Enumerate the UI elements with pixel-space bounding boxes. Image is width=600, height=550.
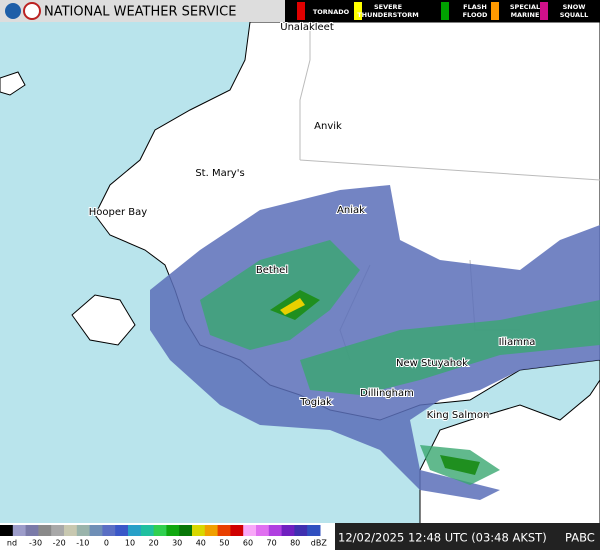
timestamp: 12/02/2025 12:48 UTC (03:48 AKST) <box>338 531 547 545</box>
nws-logo <box>23 2 41 20</box>
scale-swatch <box>307 525 321 536</box>
scale-swatch <box>64 525 78 536</box>
scale-label: -10 <box>76 539 89 548</box>
island <box>71 294 136 346</box>
warning-label: FLASH <box>463 3 487 11</box>
warning-label: SQUALL <box>560 11 589 19</box>
scale-swatch <box>217 525 231 536</box>
scale-swatch <box>268 525 283 536</box>
island <box>0 71 26 96</box>
scale-swatch <box>128 525 142 536</box>
scale-swatch <box>166 525 180 536</box>
scale-swatch <box>25 525 39 536</box>
scale-swatch <box>179 525 193 536</box>
scale-swatch <box>153 525 167 536</box>
warning-label: SEVERE <box>374 3 402 11</box>
scale-swatch <box>192 525 206 536</box>
radar-echo-intense <box>280 298 305 315</box>
scale-label: -30 <box>29 539 42 548</box>
warning-label: SNOW <box>563 3 586 11</box>
warning-swatch <box>297 2 305 20</box>
header-bar <box>0 0 285 22</box>
scale-label: 20 <box>149 539 159 548</box>
scale-label: 80 <box>290 539 300 548</box>
scale-label: 30 <box>172 539 182 548</box>
scale-label: 50 <box>219 539 229 548</box>
scale-swatch <box>281 525 295 536</box>
scale-label: 0 <box>104 539 109 548</box>
warning-swatch <box>354 2 362 20</box>
scale-label: nd <box>7 539 17 548</box>
place-label: Dillingham <box>360 388 414 399</box>
scale-swatch <box>102 525 116 536</box>
scale-swatch <box>0 525 14 536</box>
place-label: St. Mary's <box>195 168 244 179</box>
scale-swatch <box>243 525 257 536</box>
scale-swatch <box>89 525 103 536</box>
place-label: King Salmon <box>427 410 490 421</box>
scale-swatch <box>256 525 270 536</box>
scale-swatch <box>204 525 219 536</box>
warning-label: MARINE <box>511 11 540 19</box>
warning-label: THUNDERSTORM <box>357 11 419 19</box>
warning-label: SPECIAL <box>510 3 540 11</box>
scale-swatch <box>38 525 52 536</box>
place-label: Bethel <box>256 265 288 276</box>
place-label: New Stuyahok <box>396 358 468 369</box>
place-label: Iliamna <box>499 337 536 348</box>
scale-label: dBZ <box>311 539 328 548</box>
boundary <box>299 30 600 361</box>
station-id: PABC <box>565 531 595 545</box>
place-label: Togiak <box>299 397 332 408</box>
scale-label: 40 <box>196 539 206 548</box>
warning-label: TORNADO <box>313 8 350 16</box>
warning-swatch <box>491 2 499 20</box>
scale-swatch <box>76 525 91 536</box>
place-label: Anvik <box>314 121 342 132</box>
scale-swatch <box>230 525 244 536</box>
place-label: Unalakleet <box>280 22 334 33</box>
warning-swatch <box>540 2 548 20</box>
warning-swatch <box>441 2 449 20</box>
scale-swatch <box>51 525 65 536</box>
place-label: Hooper Bay <box>89 207 148 218</box>
scale-label: -20 <box>53 539 66 548</box>
timestamp-box <box>335 523 600 550</box>
scale-swatch <box>140 525 155 536</box>
scale-label: 10 <box>125 539 135 548</box>
scale-label: 60 <box>243 539 253 548</box>
scale-swatch <box>12 525 27 536</box>
warning-label: FLOOD <box>463 11 488 19</box>
noaa-logo <box>5 3 21 19</box>
scale-swatch <box>294 525 308 536</box>
scale-label: 70 <box>267 539 277 548</box>
place-label: Aniak <box>337 205 365 216</box>
scale-swatch <box>115 525 129 536</box>
header-title: NATIONAL WEATHER SERVICE <box>44 5 236 20</box>
